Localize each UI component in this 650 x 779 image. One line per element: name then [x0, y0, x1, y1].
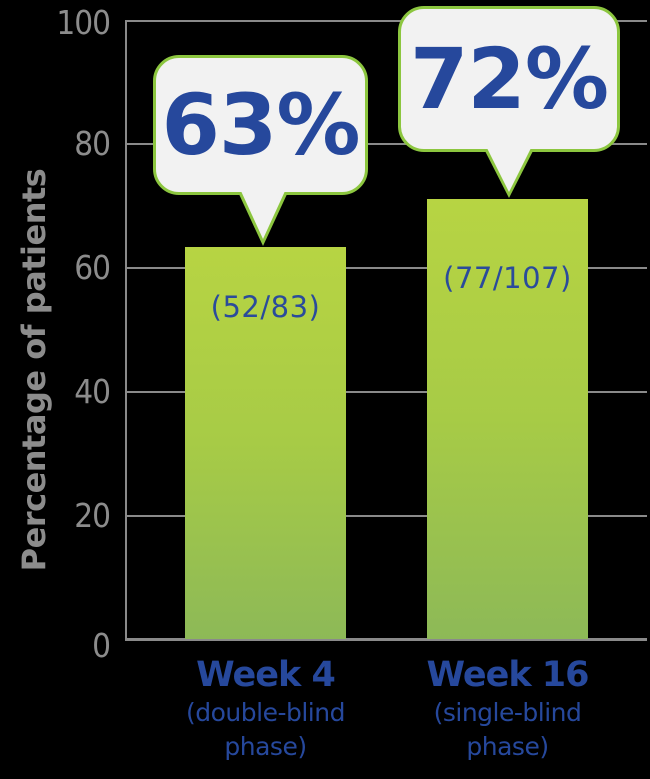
y-tick-20: 20	[74, 496, 111, 535]
value-label: 63%	[161, 76, 360, 174]
gridline-100	[125, 20, 647, 22]
y-tick-60: 60	[74, 248, 111, 287]
category-subtitle-line-2: phase)	[466, 732, 549, 761]
category-subtitle-line-1: (single-blind	[433, 698, 582, 727]
bar-week-16: (77/107)	[427, 199, 588, 639]
gridline-20	[125, 515, 647, 517]
y-tick-100: 100	[56, 3, 111, 42]
bar-week-4: (52/83)	[185, 247, 346, 639]
y-axis-line	[125, 20, 127, 641]
y-tick-40: 40	[74, 372, 111, 411]
y-tick-80: 80	[74, 124, 111, 163]
callout-pointer-fill	[241, 191, 285, 239]
gridline-80	[125, 143, 647, 145]
y-tick-0: 0	[92, 626, 111, 665]
gridline-60	[125, 267, 647, 269]
callout-pointer-fill	[487, 148, 531, 192]
x-category-week-16: Week 16 (single-blind phase)	[407, 654, 608, 764]
category-title: Week 4	[196, 655, 336, 695]
category-subtitle-line-1: (double-blind	[186, 698, 345, 727]
category-title: Week 16	[426, 655, 589, 695]
value-label: 72%	[409, 30, 609, 128]
bar-fraction-label: (52/83)	[210, 290, 321, 324]
x-category-week-4: Week 4 (double-blind phase)	[165, 654, 366, 764]
bar-fraction-label: (77/107)	[443, 261, 572, 295]
value-callout-week-4: 63%	[153, 55, 368, 195]
value-callout-week-16: 72%	[398, 6, 620, 152]
category-subtitle-line-2: phase)	[224, 732, 307, 761]
x-axis-baseline	[125, 638, 647, 641]
y-axis-label: Percentage of patients	[15, 168, 53, 572]
gridline-40	[125, 391, 647, 393]
